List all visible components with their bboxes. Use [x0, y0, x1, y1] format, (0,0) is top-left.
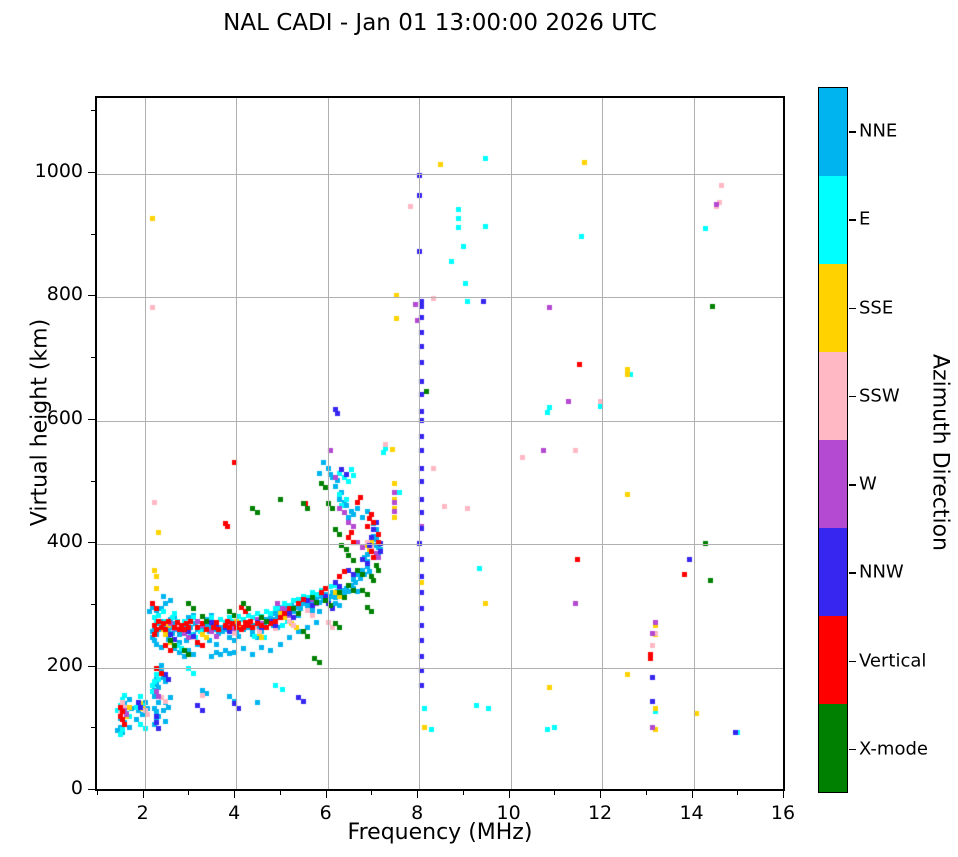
x-axis-tick: [417, 791, 419, 798]
x-axis-tick: [371, 791, 373, 795]
x-axis-tick: [600, 791, 602, 798]
colorbar-segment-vertical[interactable]: [819, 616, 847, 704]
y-axis-tick: [91, 480, 95, 482]
y-axis-tick: [88, 665, 95, 667]
y-axis-tick: [91, 727, 95, 729]
gridline-horizontal: [97, 297, 783, 299]
scatter-plot-canvas: [97, 98, 783, 789]
y-axis-tick-label: 600: [46, 406, 83, 429]
y-axis-tick: [88, 542, 95, 544]
azimuth-colorbar[interactable]: [818, 87, 848, 793]
x-axis-tick: [97, 791, 98, 795]
y-axis-tick-label: 400: [46, 530, 83, 553]
x-axis-tick-label: 14: [679, 802, 704, 824]
y-axis-tick: [91, 233, 95, 235]
colorbar-tick: [849, 748, 856, 751]
colorbar-segment-ssw[interactable]: [819, 352, 847, 440]
colorbar-segment-x-mode[interactable]: [819, 704, 847, 792]
y-axis-tick-label: 0: [70, 777, 83, 799]
gridline-vertical: [419, 98, 421, 789]
gridline-vertical: [236, 98, 238, 789]
gridline-horizontal: [97, 544, 783, 546]
y-axis-tick: [91, 603, 95, 605]
colorbar-segment-sse[interactable]: [819, 264, 847, 352]
colorbar-tick: [849, 572, 856, 574]
colorbar-label-nne: NNE: [859, 120, 898, 142]
colorbar-tick: [849, 660, 856, 663]
y-axis-tick: [91, 110, 95, 112]
y-axis-tick-label: 800: [46, 283, 83, 306]
gridline-vertical: [144, 98, 146, 789]
y-axis-tick: [91, 357, 95, 359]
colorbar-segment-nnw[interactable]: [819, 528, 847, 616]
x-axis-tick: [234, 791, 236, 798]
y-axis-tick-label: 1000: [34, 160, 83, 183]
gridline-vertical: [510, 98, 512, 789]
x-axis-tick: [462, 791, 464, 795]
x-axis-tick: [188, 791, 190, 795]
colorbar-segment-nne[interactable]: [819, 88, 847, 176]
colorbar-label-vertical: Vertical: [859, 650, 927, 672]
x-axis-tick: [142, 791, 144, 798]
colorbar-label-sse: SSE: [859, 297, 894, 319]
y-axis-tick: [88, 789, 95, 790]
x-axis-tick-label: 2: [136, 802, 149, 824]
colorbar-segment-e[interactable]: [819, 176, 847, 264]
x-axis-tick-label: 8: [411, 802, 424, 824]
colorbar-label-e: E: [859, 208, 871, 230]
x-axis-tick-label: 6: [319, 802, 332, 824]
colorbar-tick: [849, 219, 856, 221]
gridline-vertical: [327, 98, 329, 789]
x-axis-tick-label: 4: [228, 802, 241, 824]
colorbar-label: Azimuth Direction: [927, 353, 953, 552]
x-axis-tick: [554, 791, 556, 795]
colorbar-label-w: W: [859, 473, 877, 495]
colorbar-tick: [849, 307, 856, 310]
colorbar-tick: [849, 395, 856, 398]
colorbar-label-ssw: SSW: [859, 385, 900, 407]
plot-axes: [95, 96, 785, 791]
y-axis-tick-label: 200: [46, 653, 83, 676]
x-axis-tick: [279, 791, 281, 795]
x-axis-tick: [783, 791, 784, 798]
colorbar-label-x-mode: X-mode: [859, 738, 928, 760]
gridline-horizontal: [97, 174, 783, 176]
x-axis-label: Frequency (MHz): [347, 820, 533, 845]
x-axis-tick-label: 16: [770, 802, 796, 824]
x-axis-tick: [645, 791, 647, 795]
colorbar-segment-w[interactable]: [819, 440, 847, 528]
x-axis-tick: [737, 791, 739, 795]
x-axis-tick-label: 10: [496, 802, 521, 824]
x-axis-tick: [508, 791, 510, 798]
colorbar-label-nnw: NNW: [859, 561, 904, 583]
x-axis-tick-label: 12: [587, 802, 613, 824]
colorbar-tick: [849, 131, 856, 133]
gridline-vertical: [602, 98, 604, 789]
page-title: NAL CADI - Jan 01 13:00:00 2026 UTC: [223, 10, 657, 36]
gridline-horizontal: [97, 420, 783, 422]
y-axis-tick: [88, 172, 95, 174]
colorbar-tick: [849, 484, 856, 486]
gridline-vertical: [693, 98, 695, 789]
y-axis-tick: [88, 295, 95, 297]
x-axis-tick: [691, 791, 693, 798]
x-axis-tick: [325, 791, 327, 798]
gridline-horizontal: [97, 667, 783, 669]
y-axis-tick: [88, 418, 95, 420]
